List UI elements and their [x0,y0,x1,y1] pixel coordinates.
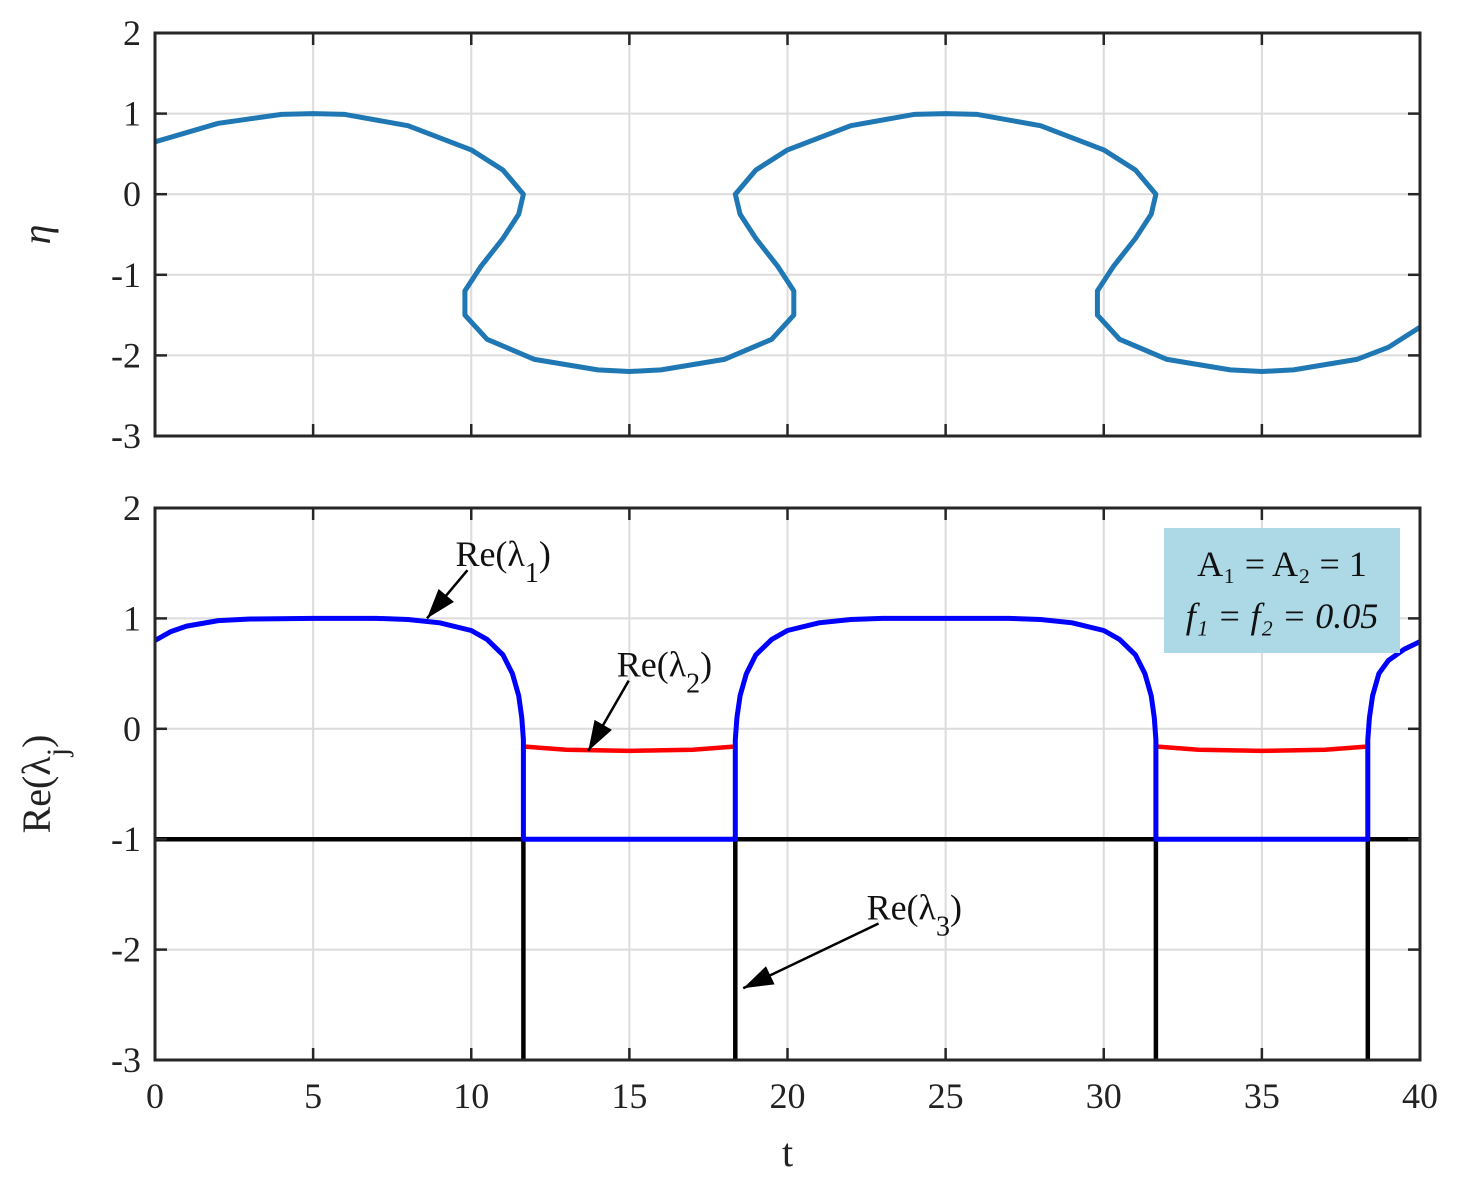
plot-area [155,615,1420,1060]
series-line-0 [155,836,1420,1060]
annotation-arrow-head [588,719,612,751]
x-tick-label: 30 [1086,1076,1122,1116]
parameter-line-amplitude: A₁ = A₂ = 1 [1197,544,1367,584]
annotation-label-3: Re(λ3) [867,888,962,943]
x-tick-label: 20 [770,1076,806,1116]
y-axis-label: η [14,225,59,245]
x-tick-label: 25 [928,1076,964,1116]
annotation-label-1: Re(λ1) [455,534,550,589]
x-tick-label: 0 [146,1076,164,1116]
y-tick-label: 1 [123,94,141,134]
y-tick-label: -1 [111,255,141,295]
y-tick-label: 0 [123,174,141,214]
top-axes: -3 -2 -1 0 1 2 η [14,13,1422,456]
y-axis-label: Re(λj) [14,735,74,834]
parameter-box [1164,528,1400,653]
series-line-1 [521,744,738,754]
x-axis-label: t [782,1130,793,1175]
annotation-arrow-head [426,588,454,619]
y-tick-label: 1 [123,598,141,638]
x-tick-label: 15 [611,1076,647,1116]
y-tick-label: 0 [123,709,141,749]
x-tick-label: 10 [453,1076,489,1116]
series-line-3 [155,615,1420,842]
y-tick-label: -3 [111,416,141,456]
x-tick-label: 5 [304,1076,322,1116]
y-tick-label: -3 [111,1040,141,1080]
series-line-2 [1153,744,1371,754]
annotation-arrow-head [743,966,775,989]
y-tick-label: -2 [111,335,141,375]
y-tick-label: -2 [111,930,141,970]
x-tick-label: 35 [1244,1076,1280,1116]
y-tick-label: -1 [111,819,141,859]
parameter-line-frequency: f₁ = f₂ = 0.05 [1186,596,1379,636]
bottom-axes: 0 5 10 15 20 25 30 35 40 -3 -2 -1 0 1 2 Re(λj) t Re(λ1) Re… [14,488,1438,1175]
y-tick-label: 2 [123,13,141,53]
y-tick-label: 2 [123,488,141,528]
x-tick-label: 40 [1402,1076,1438,1116]
annotation-label-2: Re(λ2) [617,645,712,700]
series-line-0 [155,111,1420,374]
plot-area [155,111,1420,374]
